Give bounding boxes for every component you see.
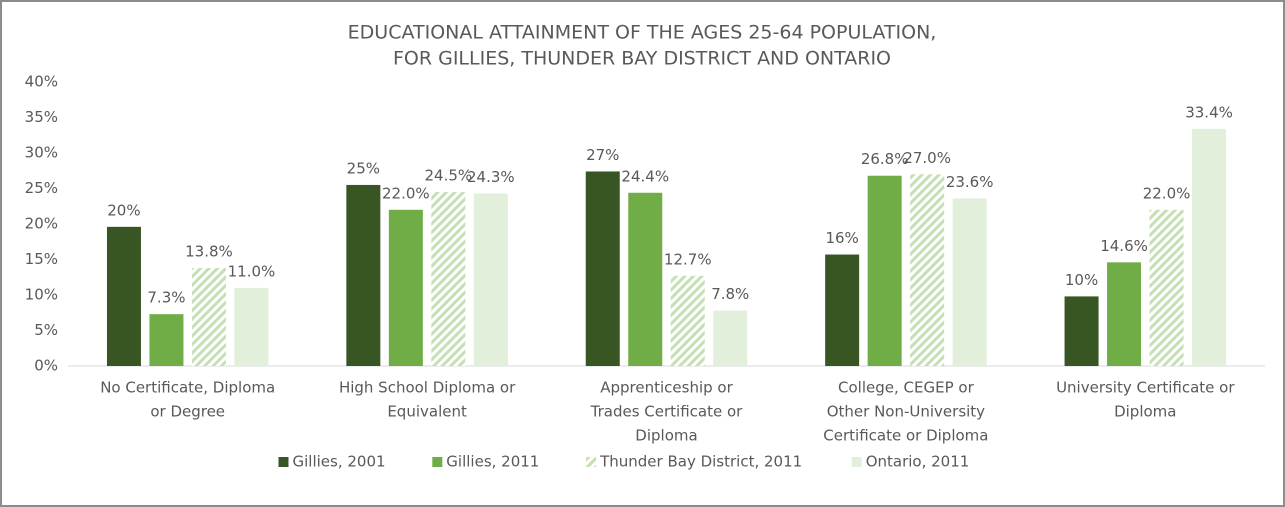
data-label: 10%: [1065, 271, 1098, 289]
data-label: 27%: [586, 146, 619, 164]
data-label: 22.0%: [1143, 184, 1191, 202]
y-tick-label: 10%: [25, 286, 58, 304]
chart-title: FOR GILLIES, THUNDER BAY DISTRICT AND ON…: [393, 48, 891, 70]
x-tick-label: Certificate or Diploma: [823, 427, 988, 445]
data-label: 16%: [825, 229, 858, 247]
bar: [1192, 128, 1227, 366]
x-tick-label: University Certificate or: [1056, 379, 1235, 397]
chart-title: EDUCATIONAL ATTAINMENT OF THE AGES 25-64…: [348, 22, 937, 44]
data-label: 20%: [107, 201, 140, 219]
data-label: 33.4%: [1185, 103, 1233, 121]
bar: [346, 184, 381, 366]
legend-swatch: [278, 457, 289, 467]
bar: [1107, 262, 1142, 366]
bar: [388, 209, 423, 366]
data-label: 24.3%: [467, 168, 515, 186]
legend-label: Ontario, 2011: [866, 453, 970, 471]
x-tick-label: or Degree: [150, 403, 225, 421]
y-tick-label: 15%: [25, 250, 58, 268]
bar: [585, 171, 620, 366]
x-tick-label: Apprenticeship or: [600, 379, 733, 397]
data-label: 11.0%: [228, 262, 276, 280]
bar: [1064, 296, 1099, 366]
x-tick-label: Other Non-University: [827, 403, 985, 421]
legend-label: Thunder Bay District, 2011: [599, 453, 802, 471]
legend-swatch: [851, 457, 862, 467]
data-label: 26.8%: [861, 150, 909, 168]
y-tick-label: 30%: [25, 144, 58, 162]
bar: [1149, 209, 1184, 366]
x-tick-label: Diploma: [635, 427, 697, 445]
legend-swatch: [586, 457, 597, 467]
data-label: 25%: [347, 159, 380, 177]
data-label: 27.0%: [903, 149, 951, 167]
legend-swatch: [432, 457, 443, 467]
bar: [628, 192, 663, 366]
data-label: 24.4%: [621, 167, 669, 185]
x-tick-label: College, CEGEP or: [838, 379, 975, 397]
x-tick-label: Diploma: [1114, 403, 1176, 421]
bar: [234, 287, 269, 366]
bar: [910, 174, 945, 366]
x-tick-label: No Certificate, Diploma: [100, 379, 275, 397]
x-tick-label: Equivalent: [387, 403, 467, 421]
bar: [867, 175, 902, 366]
bar: [473, 193, 508, 366]
y-tick-label: 5%: [34, 321, 58, 339]
y-tick-label: 0%: [34, 357, 58, 375]
bar: [431, 192, 466, 366]
legend-label: Gillies, 2001: [293, 453, 386, 471]
data-label: 7.8%: [711, 285, 749, 303]
y-tick-label: 40%: [25, 73, 58, 91]
data-label: 13.8%: [185, 243, 233, 261]
y-tick-label: 20%: [25, 215, 58, 233]
y-tick-label: 25%: [25, 179, 58, 197]
legend-label: Gillies, 2011: [446, 453, 539, 471]
bar: [713, 310, 748, 366]
x-tick-label: High School Diploma or: [339, 379, 516, 397]
data-label: 7.3%: [147, 289, 185, 307]
data-label: 12.7%: [664, 250, 712, 268]
x-tick-label: Trades Certificate or: [590, 403, 744, 421]
bar: [191, 268, 226, 366]
bar: [106, 226, 141, 366]
data-label: 14.6%: [1100, 237, 1148, 255]
bar: [952, 198, 987, 366]
data-label: 24.5%: [425, 167, 473, 185]
data-label: 22.0%: [382, 184, 430, 202]
bar: [825, 254, 860, 366]
y-tick-label: 35%: [25, 108, 58, 126]
bar: [670, 275, 705, 366]
bar: [149, 314, 184, 366]
data-label: 23.6%: [946, 173, 994, 191]
